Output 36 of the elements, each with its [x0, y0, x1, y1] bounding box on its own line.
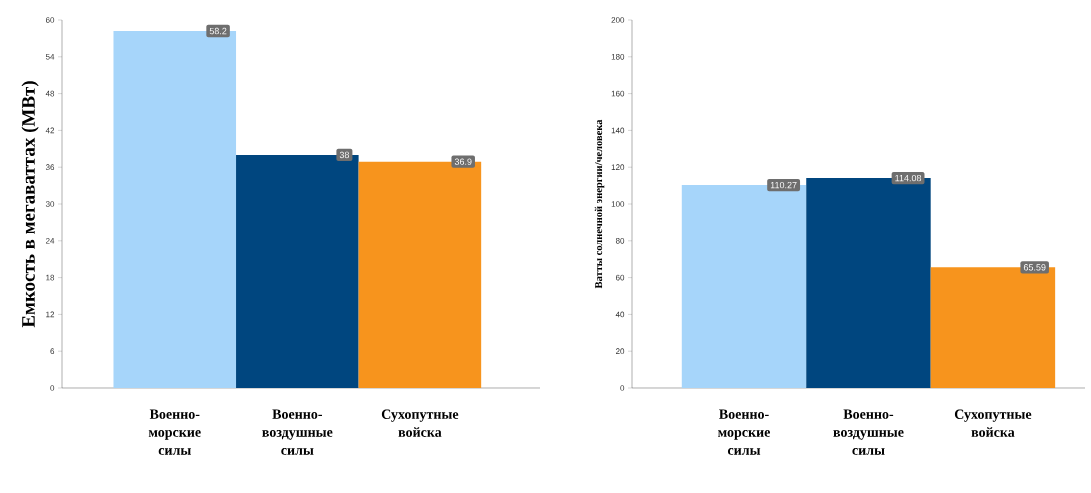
y-tick-label: 18	[46, 274, 55, 281]
y-tick-label: 36	[45, 164, 55, 171]
x-tick-label: Военно-морские силы	[718, 409, 770, 455]
y-tick-label: 100	[611, 201, 625, 207]
y-tick-label: 120	[611, 164, 625, 171]
y-tick-label: 30	[45, 201, 55, 207]
x-tick-label: Военно-воздушные силы	[833, 409, 904, 455]
data-label: 65.59	[1023, 264, 1046, 271]
y-tick-label: 24	[45, 238, 55, 244]
y-tick-label: 42	[45, 127, 55, 134]
x-tick-label: Сухопутные войска	[381, 409, 459, 437]
y-tick-label: 40	[615, 311, 625, 318]
y-tick-label: 6	[50, 348, 55, 355]
y-tick-label: 0	[620, 385, 625, 391]
data-label: 114.08	[895, 174, 922, 182]
y-tick-label: 48	[45, 90, 55, 97]
y-tick-label: 140	[611, 127, 625, 134]
y-tick-label: 54	[45, 54, 55, 60]
y-axis-title: Емкость в мегаваттах (МВт)	[21, 81, 39, 328]
y-tick-label: 80	[615, 237, 625, 244]
x-tick-label: Сухопутные войска	[954, 409, 1032, 437]
y-tick-label: 60	[615, 274, 625, 281]
data-label: 38	[339, 151, 350, 159]
y-tick-label: 0	[50, 385, 55, 391]
y-tick-label: 160	[611, 90, 625, 97]
y-tick-label: 20	[615, 348, 625, 355]
y-axis-title: Ватты солнечной энергии/человека	[594, 119, 605, 289]
x-tick-label: Военно-морские силы	[148, 409, 201, 455]
data-label: 110.27	[770, 181, 797, 189]
y-tick-label: 12	[46, 311, 55, 318]
y-tick-label: 180	[611, 53, 625, 60]
y-tick-label: 60	[45, 17, 55, 23]
y-tick-label: 200	[611, 17, 625, 23]
data-label: 36.9	[454, 158, 472, 165]
data-label: 58.2	[209, 27, 227, 35]
x-tick-label: Военно-воздушные силы	[262, 409, 333, 455]
